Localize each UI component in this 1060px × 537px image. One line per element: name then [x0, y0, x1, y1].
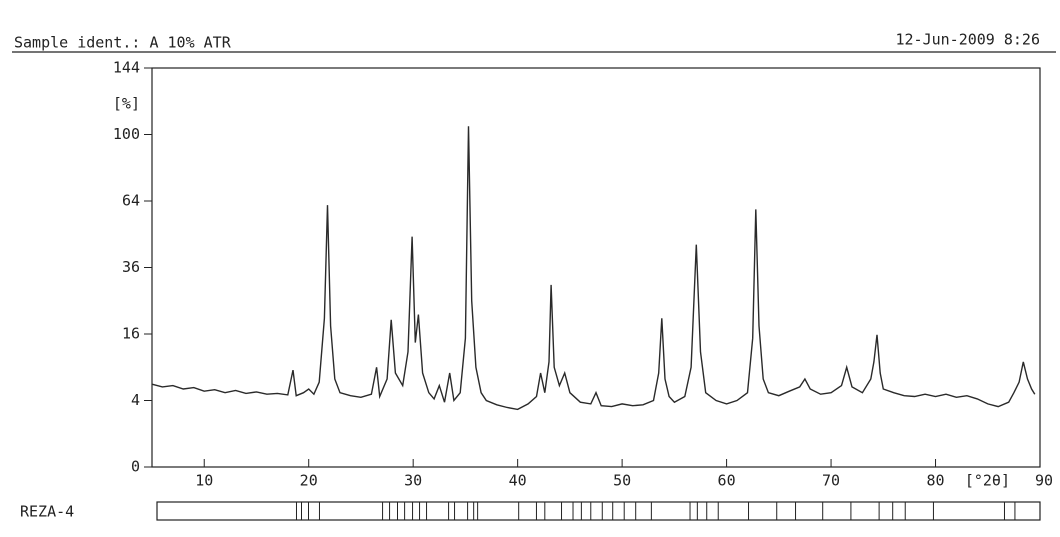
chart-date: 12-Jun-2009 8:26: [896, 31, 1041, 49]
x-tick-label: 20: [300, 472, 318, 490]
plot-frame: [151, 67, 1041, 468]
y-axis-label: [%]: [113, 95, 140, 113]
x-tick-label: 60: [718, 472, 736, 490]
x-tick-label: 40: [509, 472, 527, 490]
chart-title: Sample ident.: A 10% ATR: [14, 34, 232, 52]
x-tick-label: 10: [195, 472, 213, 490]
x-tick-label: 70: [822, 472, 840, 490]
reference-label: REZA-4: [20, 503, 74, 521]
x-tick-label: 50: [613, 472, 631, 490]
x-tick-label: 80: [926, 472, 944, 490]
x-axis-label: [°2θ]: [965, 472, 1010, 490]
y-tick-label: 16: [122, 325, 140, 343]
y-tick-label: 64: [122, 192, 140, 210]
y-tick-label: 100: [113, 125, 140, 143]
reference-strip: [156, 501, 1041, 521]
x-tick-label: 90: [1035, 472, 1053, 490]
x-tick-label: 30: [404, 472, 422, 490]
y-tick-label: 144: [113, 59, 140, 77]
y-tick-label: 0: [131, 458, 140, 476]
y-tick-label: 4: [131, 391, 140, 409]
y-tick-label: 36: [122, 258, 140, 276]
pattern-line: [151, 126, 1036, 411]
